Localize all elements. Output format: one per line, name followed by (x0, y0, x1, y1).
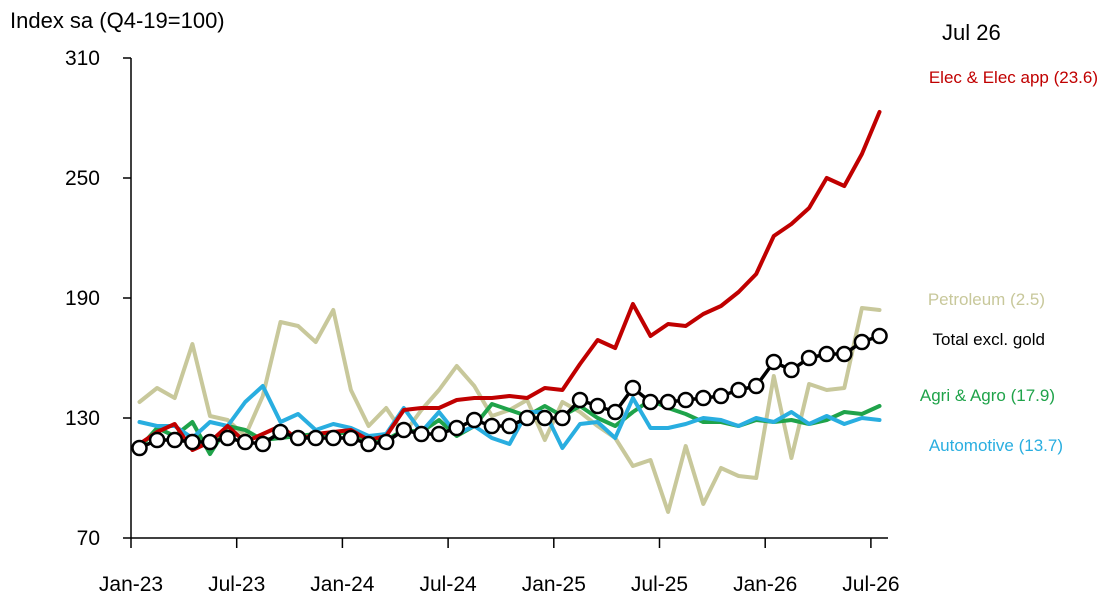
data-point (677, 391, 694, 409)
x-tick-label: Jul-24 (419, 573, 477, 596)
data-point (395, 421, 413, 439)
data-point (818, 345, 835, 363)
data-point (571, 391, 589, 409)
y-tick-label: 130 (65, 407, 100, 430)
data-point (201, 433, 219, 451)
data-point (554, 409, 571, 427)
data-point (466, 411, 483, 429)
series-line-automotive-13-7 (137, 384, 882, 450)
x-tick-label: Jan-26 (733, 573, 797, 596)
data-point (413, 425, 430, 443)
series-label-automotive-13-7: Automotive (13.7) (929, 436, 1063, 455)
data-point (712, 387, 730, 405)
data-point (536, 409, 554, 427)
data-point (131, 439, 148, 457)
period-label: Jul 26 (942, 20, 1001, 45)
y-tick-label: 70 (77, 527, 100, 550)
series-line-elec-elec-app-23-6 (137, 110, 882, 452)
data-point (236, 433, 254, 451)
data-point (659, 393, 677, 411)
x-tick-label: Jul-23 (208, 573, 265, 596)
data-point (624, 379, 642, 397)
data-point (695, 389, 712, 407)
data-point (272, 423, 289, 441)
y-tick-label: 250 (65, 167, 100, 190)
x-tick-label: Jan-23 (99, 573, 163, 596)
data-point (853, 333, 871, 351)
data-point (377, 433, 395, 451)
series-label-petroleum-2-5: Petroleum (2.5) (928, 290, 1045, 309)
x-tick-label: Jan-24 (310, 573, 375, 596)
data-point (430, 425, 448, 443)
data-point (606, 403, 624, 421)
data-point (289, 429, 307, 447)
y-tick-label: 190 (65, 287, 100, 310)
data-point (448, 419, 465, 437)
data-point (254, 435, 272, 453)
series-label-total-excl-gold: Total excl. gold (933, 330, 1045, 349)
data-point (730, 381, 747, 399)
data-point (148, 431, 166, 449)
data-point (642, 393, 659, 411)
data-point (166, 431, 183, 449)
data-point (219, 429, 236, 447)
series-labels: Petroleum (2.5) Agri & Agro (17.9) Automot… (920, 68, 1098, 455)
data-point (360, 435, 377, 453)
data-point (747, 377, 765, 395)
series-label-agri-agro-17-9: Agri & Agro (17.9) (920, 386, 1055, 405)
axes: 70 130 190 250 310 Jan-23 Jul-23 Jan-24 Jul-24 Ja… (65, 47, 900, 596)
data-point (871, 327, 888, 345)
data-point (342, 429, 360, 447)
x-tick-label: Jan-25 (522, 573, 586, 596)
data-point (765, 353, 783, 371)
x-tick-label: Jul-25 (631, 573, 688, 596)
data-point (307, 429, 324, 447)
data-point (483, 417, 501, 435)
data-point (518, 409, 536, 427)
data-point (501, 417, 518, 435)
data-point (783, 361, 800, 379)
y-axis-title: Index sa (Q4-19=100) (10, 8, 225, 33)
data-point (325, 429, 342, 447)
data-point (589, 397, 606, 415)
data-point (800, 349, 818, 367)
y-tick-label: 310 (65, 47, 100, 70)
data-point (184, 433, 201, 451)
series-lines (131, 110, 888, 514)
series-label-elec-elec-app-23-6: Elec & Elec app (23.6) (929, 68, 1098, 87)
data-point (836, 345, 853, 363)
x-tick-label: Jul-26 (842, 573, 899, 596)
